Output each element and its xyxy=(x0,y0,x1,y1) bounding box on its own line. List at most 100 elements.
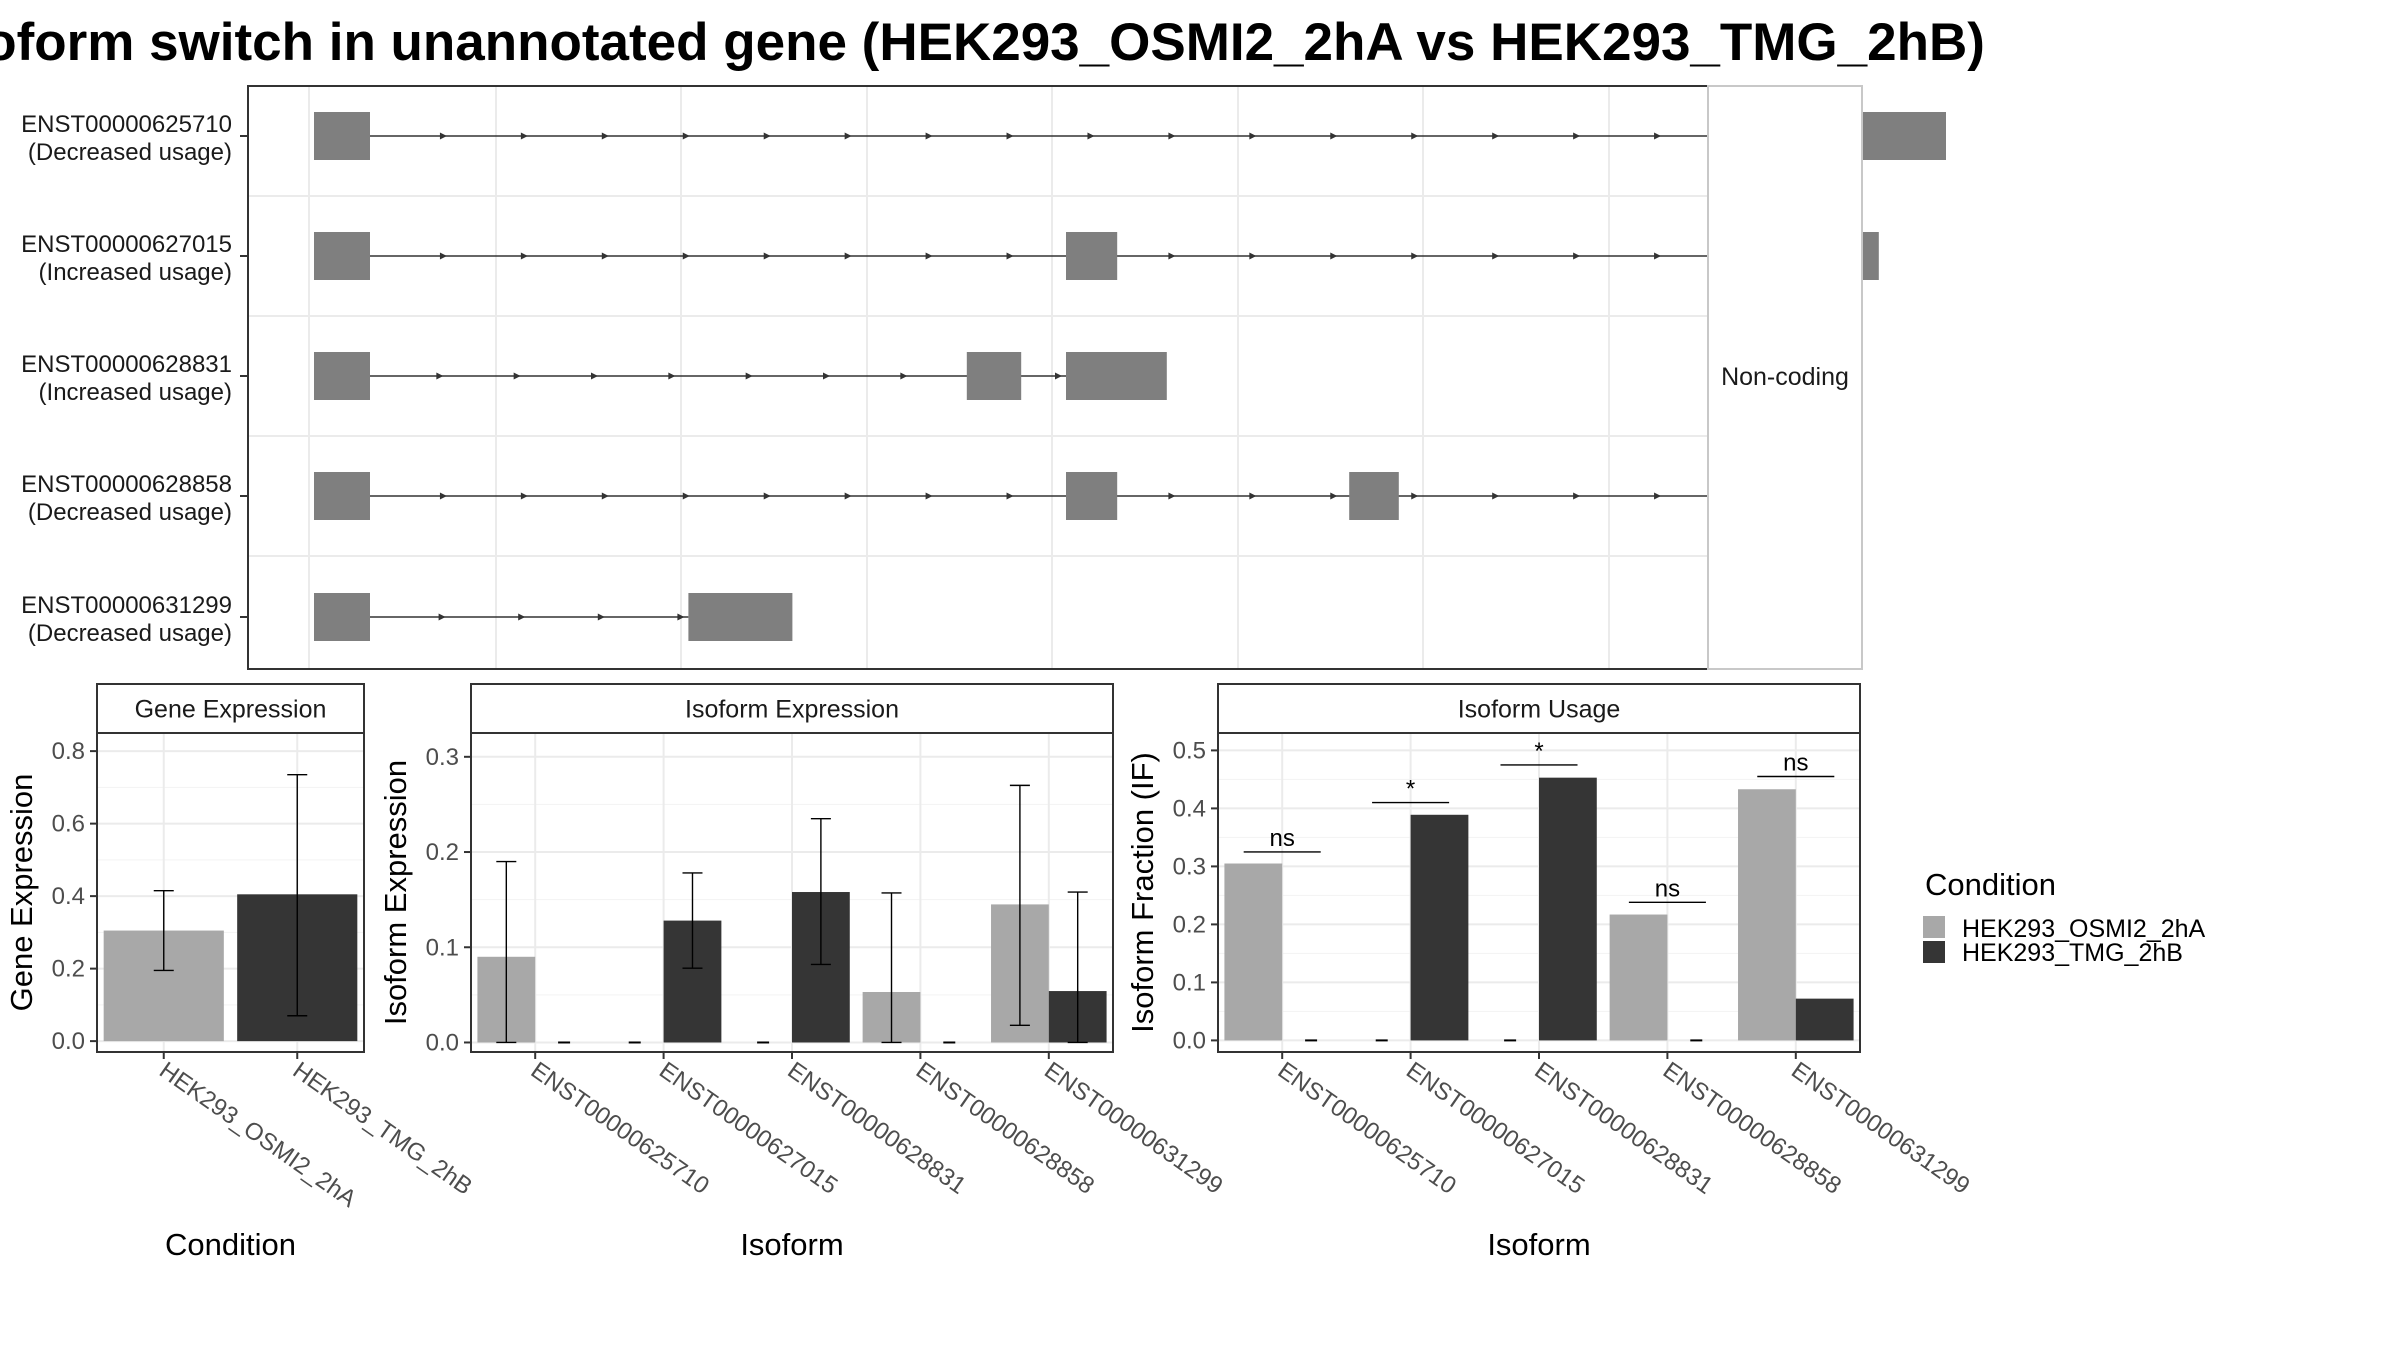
isoform-usage-panel: Isoform Usage0.00.10.20.30.40.5ENST00000… xyxy=(1125,683,1975,1262)
intron-arrow xyxy=(436,372,444,380)
isoform-label-usage: (Increased usage) xyxy=(39,379,232,406)
x-axis-title: Condition xyxy=(165,1227,296,1262)
intron-arrow xyxy=(763,492,771,500)
intron-arrow xyxy=(1411,252,1419,260)
x-axis-title: Isoform xyxy=(1487,1227,1590,1262)
intron-arrow xyxy=(601,252,609,260)
isoform-label-usage: (Increased usage) xyxy=(39,259,232,286)
intron-arrow xyxy=(601,132,609,140)
y-tick-label: 0.5 xyxy=(1173,737,1206,764)
intron-arrow xyxy=(1573,492,1581,500)
plot-border xyxy=(1217,732,1861,1053)
intron-arrow xyxy=(763,252,771,260)
legend-label-tmg: HEK293_TMG_2hB xyxy=(1962,939,2183,967)
exon-block xyxy=(1349,472,1399,520)
isoform-label-id: ENST00000631299 xyxy=(21,592,232,619)
bar xyxy=(1738,789,1796,1041)
intron-arrow xyxy=(823,372,830,380)
intron-arrow xyxy=(518,613,526,621)
intron-arrow xyxy=(1055,372,1062,380)
intron-arrow xyxy=(745,372,753,380)
isoform-expression-panel: Isoform Expression0.00.10.20.3ENST000006… xyxy=(378,683,1228,1262)
plot-border xyxy=(96,732,365,1053)
y-axis-title: Gene Expression xyxy=(4,774,39,1012)
bar xyxy=(1539,777,1597,1041)
significance-label: * xyxy=(1406,776,1415,803)
y-tick-label: 0.0 xyxy=(52,1028,85,1055)
intron-arrow xyxy=(1249,492,1257,500)
facet-label: Non-coding xyxy=(1721,363,1849,391)
y-tick-label: 0.1 xyxy=(1173,969,1206,996)
significance-label: ns xyxy=(1270,825,1295,852)
intron-arrow xyxy=(1654,492,1662,500)
legend-swatch-osmi2 xyxy=(1923,916,1945,938)
intron-arrow xyxy=(597,613,605,621)
intron-arrow xyxy=(1249,132,1257,140)
intron-arrow xyxy=(925,252,933,260)
intron-arrow xyxy=(439,252,447,260)
isoform-label-usage: (Decreased usage) xyxy=(28,499,232,526)
intron-arrow xyxy=(1492,132,1500,140)
intron-arrow xyxy=(1411,132,1419,140)
intron-arrow xyxy=(520,252,528,260)
intron-arrow xyxy=(1006,492,1014,500)
isoform-label-id: ENST00000628831 xyxy=(21,351,232,378)
exon-block xyxy=(314,232,370,280)
intron-arrow xyxy=(520,492,528,500)
exon-block xyxy=(688,593,793,641)
intron-arrow xyxy=(513,372,521,380)
bar xyxy=(1224,863,1283,1041)
intron-arrow xyxy=(844,492,852,500)
intron-arrow xyxy=(1168,492,1176,500)
intron-arrow xyxy=(1573,252,1581,260)
y-tick-label: 0.0 xyxy=(1173,1027,1206,1054)
intron-arrow xyxy=(1573,132,1581,140)
plot-border xyxy=(470,732,1114,1053)
intron-arrow xyxy=(1006,252,1014,260)
intron-arrow xyxy=(1168,132,1176,140)
y-tick-label: 0.4 xyxy=(52,883,85,910)
intron-arrow xyxy=(668,372,676,380)
y-axis-title: Isoform Fraction (IF) xyxy=(1125,752,1160,1033)
facet-strip xyxy=(1707,85,1863,670)
exon-block xyxy=(314,352,370,400)
intron-arrow xyxy=(682,492,690,500)
exon-block xyxy=(1066,232,1118,280)
exon-block xyxy=(314,472,370,520)
intron-arrow xyxy=(1168,252,1176,260)
panel-strip xyxy=(96,683,365,734)
intron-arrow xyxy=(900,372,908,380)
legend-label-osmi2: HEK293_OSMI2_2hA xyxy=(1962,915,2206,943)
significance-label: ns xyxy=(1783,750,1808,777)
isoform-label-usage: (Decreased usage) xyxy=(28,139,232,166)
panel-strip-title: Gene Expression xyxy=(135,696,327,724)
intron-arrow xyxy=(439,132,447,140)
intron-arrow xyxy=(1654,132,1662,140)
y-tick-label: 0.1 xyxy=(426,934,459,961)
panel-strip xyxy=(1217,683,1861,734)
legend-swatch-tmg xyxy=(1923,941,1945,963)
y-axis-title: Isoform Expression xyxy=(378,760,413,1025)
isoform-structure-panel: ENST00000625710(Decreased usage)ENST0000… xyxy=(21,85,1946,670)
intron-arrow xyxy=(682,132,690,140)
intron-arrow xyxy=(1492,252,1500,260)
exon-block xyxy=(966,352,1022,400)
intron-arrow xyxy=(1087,132,1095,140)
exon-block xyxy=(314,593,370,641)
figure-title: Isoform switch in unannotated gene (HEK2… xyxy=(0,13,1985,72)
intron-arrow xyxy=(925,132,933,140)
exon-block xyxy=(314,112,370,160)
isoform-label-id: ENST00000627015 xyxy=(21,231,232,258)
intron-arrow xyxy=(925,492,933,500)
y-tick-label: 0.8 xyxy=(52,738,85,765)
intron-arrow xyxy=(677,613,685,621)
intron-arrow xyxy=(844,132,852,140)
y-tick-label: 0.2 xyxy=(52,956,85,983)
significance-label: ns xyxy=(1655,875,1680,902)
bar xyxy=(1795,998,1854,1041)
intron-arrow xyxy=(1411,492,1419,500)
intron-arrow xyxy=(1492,492,1500,500)
y-tick-label: 0.0 xyxy=(426,1029,459,1056)
y-tick-label: 0.6 xyxy=(52,811,85,838)
